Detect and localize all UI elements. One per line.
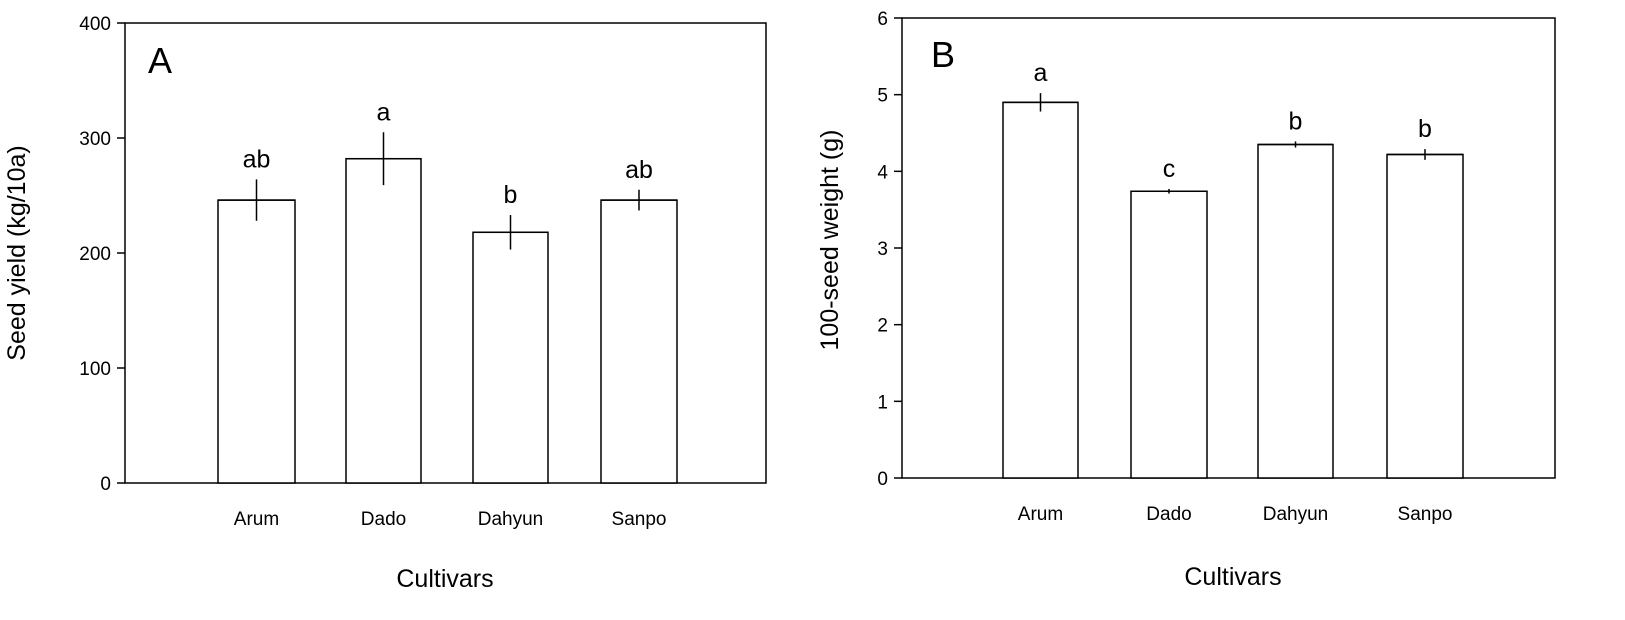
bar xyxy=(1257,143,1334,479)
y-tick-label: 0 xyxy=(100,474,111,495)
bar xyxy=(600,199,678,484)
x-tick-label: Arum xyxy=(1018,504,1063,525)
y-tick-label: 400 xyxy=(79,14,111,35)
y-axis-title: Seed yield (kg/10a) xyxy=(3,145,31,360)
y-tick-label: 0 xyxy=(877,469,888,490)
bar xyxy=(345,157,422,484)
y-tick-label: 4 xyxy=(877,162,888,183)
significance-label: b xyxy=(504,181,518,209)
significance-label: ab xyxy=(243,145,271,173)
bar xyxy=(1386,153,1464,479)
x-axis-title: Cultivars xyxy=(396,565,493,593)
x-tick-label: Dado xyxy=(1146,504,1191,525)
y-tick-label: 3 xyxy=(877,239,888,260)
significance-label: c xyxy=(1163,155,1176,183)
bar xyxy=(1130,190,1208,479)
y-tick-label: 100 xyxy=(79,359,111,380)
panel-b: 0 1 2 3 4 5 6 a Arum c Dado b Dahyun b Sanpo B Cultivars… xyxy=(816,9,1556,591)
x-tick-label: Dado xyxy=(361,509,406,530)
panel-a: 0 100 200 300 400 ab Arum a Dado b Dahyun ab Sanpo A C… xyxy=(3,14,767,593)
x-tick-label: Arum xyxy=(234,509,279,530)
y-tick-label: 300 xyxy=(79,129,111,150)
y-tick-label: 2 xyxy=(877,316,888,337)
significance-label: a xyxy=(377,98,391,126)
y-axis-title: 100-seed weight (g) xyxy=(816,130,844,351)
x-tick-label: Dahyun xyxy=(1263,504,1329,525)
panel-label: B xyxy=(931,34,955,75)
y-tick-label: 5 xyxy=(877,86,888,107)
x-tick-label: Dahyun xyxy=(478,509,544,530)
panel-label: A xyxy=(148,40,172,81)
x-axis-title: Cultivars xyxy=(1184,563,1281,591)
x-tick-label: Sanpo xyxy=(1398,504,1453,525)
significance-label: b xyxy=(1418,115,1432,143)
significance-label: ab xyxy=(625,156,653,184)
bar xyxy=(1002,101,1079,479)
bar xyxy=(472,231,549,484)
y-tick-label: 1 xyxy=(877,392,888,413)
significance-label: b xyxy=(1289,107,1303,135)
x-tick-label: Sanpo xyxy=(612,509,667,530)
y-tick-label: 6 xyxy=(877,9,888,30)
significance-label: a xyxy=(1034,59,1048,87)
y-tick-label: 200 xyxy=(79,244,111,265)
bar xyxy=(217,199,296,484)
